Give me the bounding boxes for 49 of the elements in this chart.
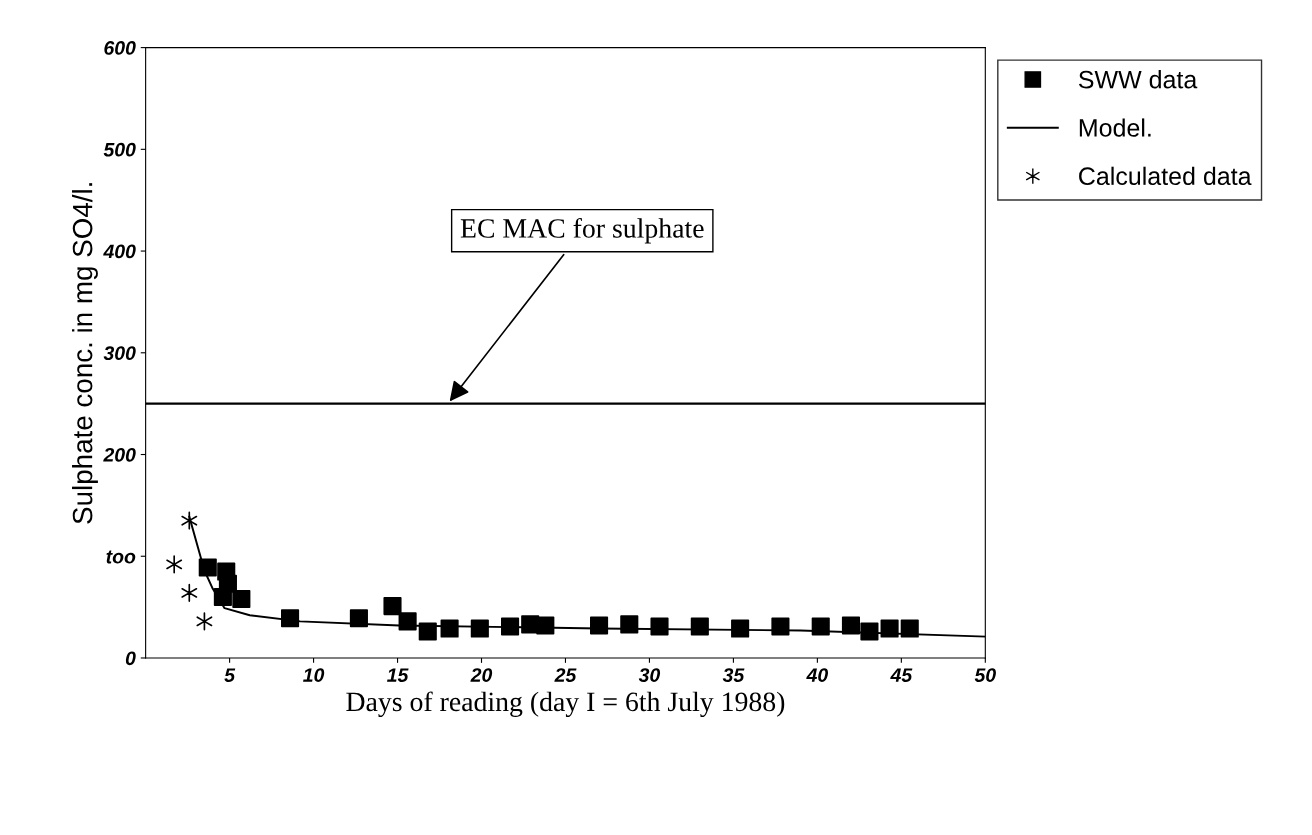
- point: [650, 617, 669, 636]
- point: [383, 597, 402, 616]
- x-tick-label: 45: [890, 668, 913, 682]
- x-tick-label: 30: [638, 668, 661, 682]
- point: [860, 622, 879, 641]
- y-tick-label: 0: [125, 651, 136, 666]
- point: [418, 622, 437, 641]
- point: [440, 619, 459, 638]
- x-axis-title: Days of reading (day I = 6th July 1988): [346, 691, 785, 717]
- point: [880, 619, 899, 638]
- point: [166, 555, 183, 574]
- point: [501, 617, 520, 636]
- legend-label: Model.: [1079, 118, 1151, 137]
- y-tick-label: 600: [104, 41, 136, 55]
- x-tick-label: 15: [387, 668, 409, 682]
- y-tick-label: 300: [103, 346, 136, 361]
- x-tick-label: 10: [303, 668, 325, 682]
- point: [771, 617, 790, 636]
- y-tick-label: 400: [103, 244, 136, 259]
- point: [198, 558, 217, 577]
- point: [620, 615, 639, 634]
- point: [841, 616, 861, 635]
- point: [590, 616, 609, 635]
- point: [536, 616, 555, 635]
- x-tick-label: 35: [722, 668, 745, 682]
- point: [811, 617, 830, 636]
- point: [281, 609, 300, 628]
- y-tick-label: too: [106, 550, 136, 564]
- point: [398, 612, 417, 631]
- point: [181, 583, 198, 602]
- point: [349, 609, 368, 628]
- legend-label: Calculated data: [1079, 166, 1252, 186]
- x-tick-label: 20: [470, 668, 493, 682]
- point: [213, 587, 232, 606]
- point: [690, 617, 709, 636]
- point: [470, 619, 489, 638]
- ref-line-label: EC MAC for sulphate: [460, 217, 704, 244]
- point: [731, 619, 750, 638]
- point: [232, 589, 251, 609]
- x-tick-label: 5: [224, 668, 236, 682]
- x-tick-label: 40: [806, 668, 828, 682]
- point: [900, 619, 919, 638]
- x-tick-label: 50: [974, 668, 996, 682]
- y-tick-label: 200: [103, 447, 136, 462]
- point: [181, 511, 198, 530]
- x-tick-label: 25: [554, 668, 577, 682]
- y-axis-title: Sulphate conc. in mg SO4/l.: [72, 183, 98, 524]
- legend-label: SWW data: [1078, 70, 1198, 89]
- y-tick-label: 500: [103, 142, 136, 157]
